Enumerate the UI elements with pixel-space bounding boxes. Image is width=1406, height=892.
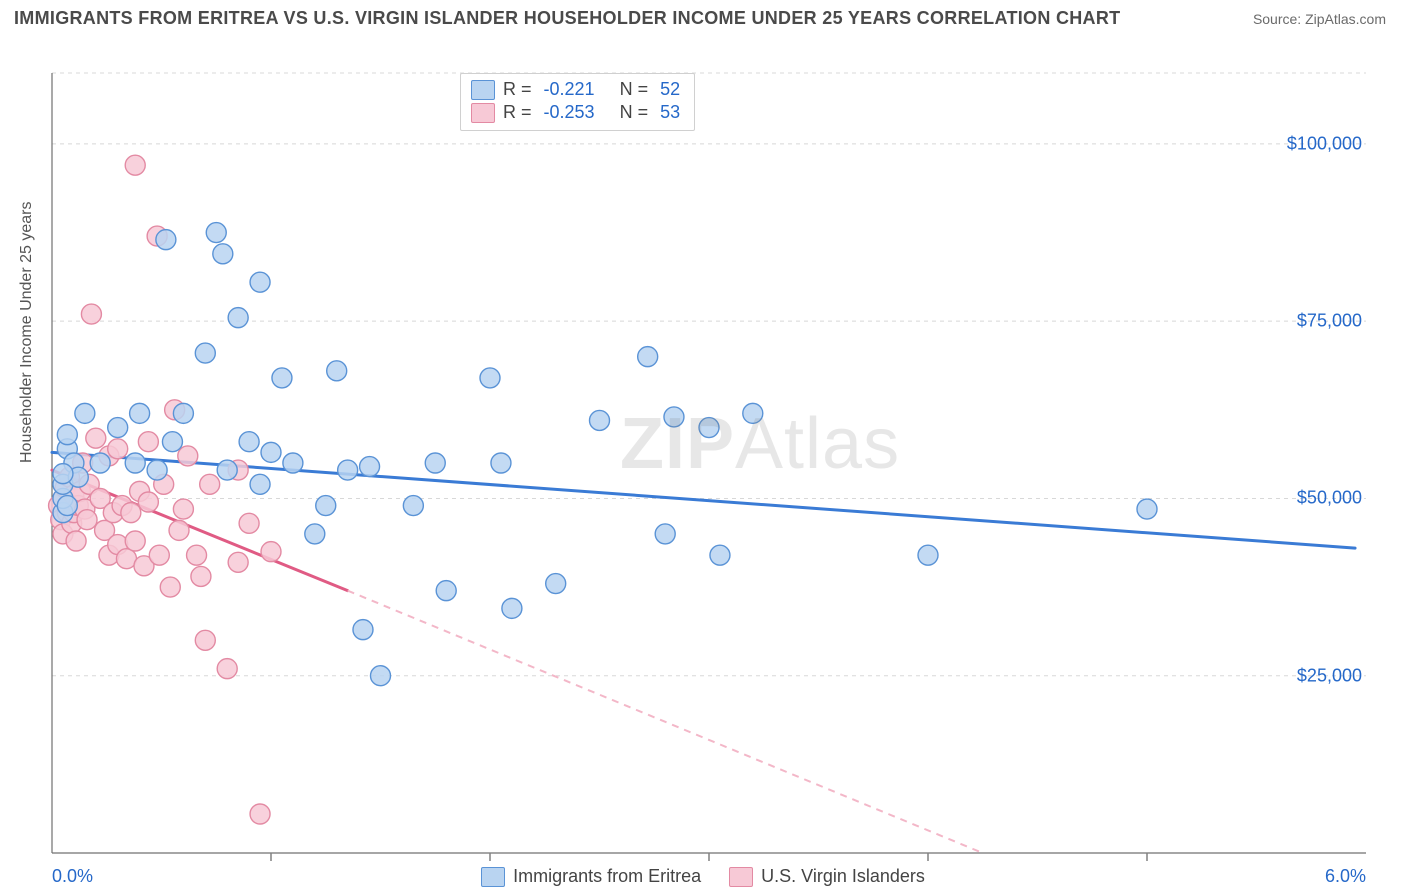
legend-swatch-usvi [729,867,753,887]
legend-item-usvi: U.S. Virgin Islanders [729,866,925,887]
y-tick-label: $50,000 [1297,488,1362,509]
scatter-plot-svg [0,33,1406,863]
stats-row-usvi: R = -0.253 N = 53 [471,101,684,124]
chart-title: IMMIGRANTS FROM ERITREA VS U.S. VIRGIN I… [14,8,1120,29]
y-tick-label: $100,000 [1287,133,1362,154]
swatch-usvi [471,103,495,123]
source-credit: Source: ZipAtlas.com [1253,11,1386,27]
legend: Immigrants from Eritrea U.S. Virgin Isla… [0,866,1406,887]
legend-label-eritrea: Immigrants from Eritrea [513,866,701,887]
correlation-stats-box: R = -0.221 N = 52 R = -0.253 N = 53 [460,73,695,131]
legend-item-eritrea: Immigrants from Eritrea [481,866,701,887]
legend-swatch-eritrea [481,867,505,887]
y-axis-label: Householder Income Under 25 years [18,202,36,463]
chart-area: Householder Income Under 25 years ZIPAtl… [0,33,1406,889]
swatch-eritrea [471,80,495,100]
y-tick-label: $75,000 [1297,311,1362,332]
y-tick-label: $25,000 [1297,665,1362,686]
stats-row-eritrea: R = -0.221 N = 52 [471,78,684,101]
legend-label-usvi: U.S. Virgin Islanders [761,866,925,887]
